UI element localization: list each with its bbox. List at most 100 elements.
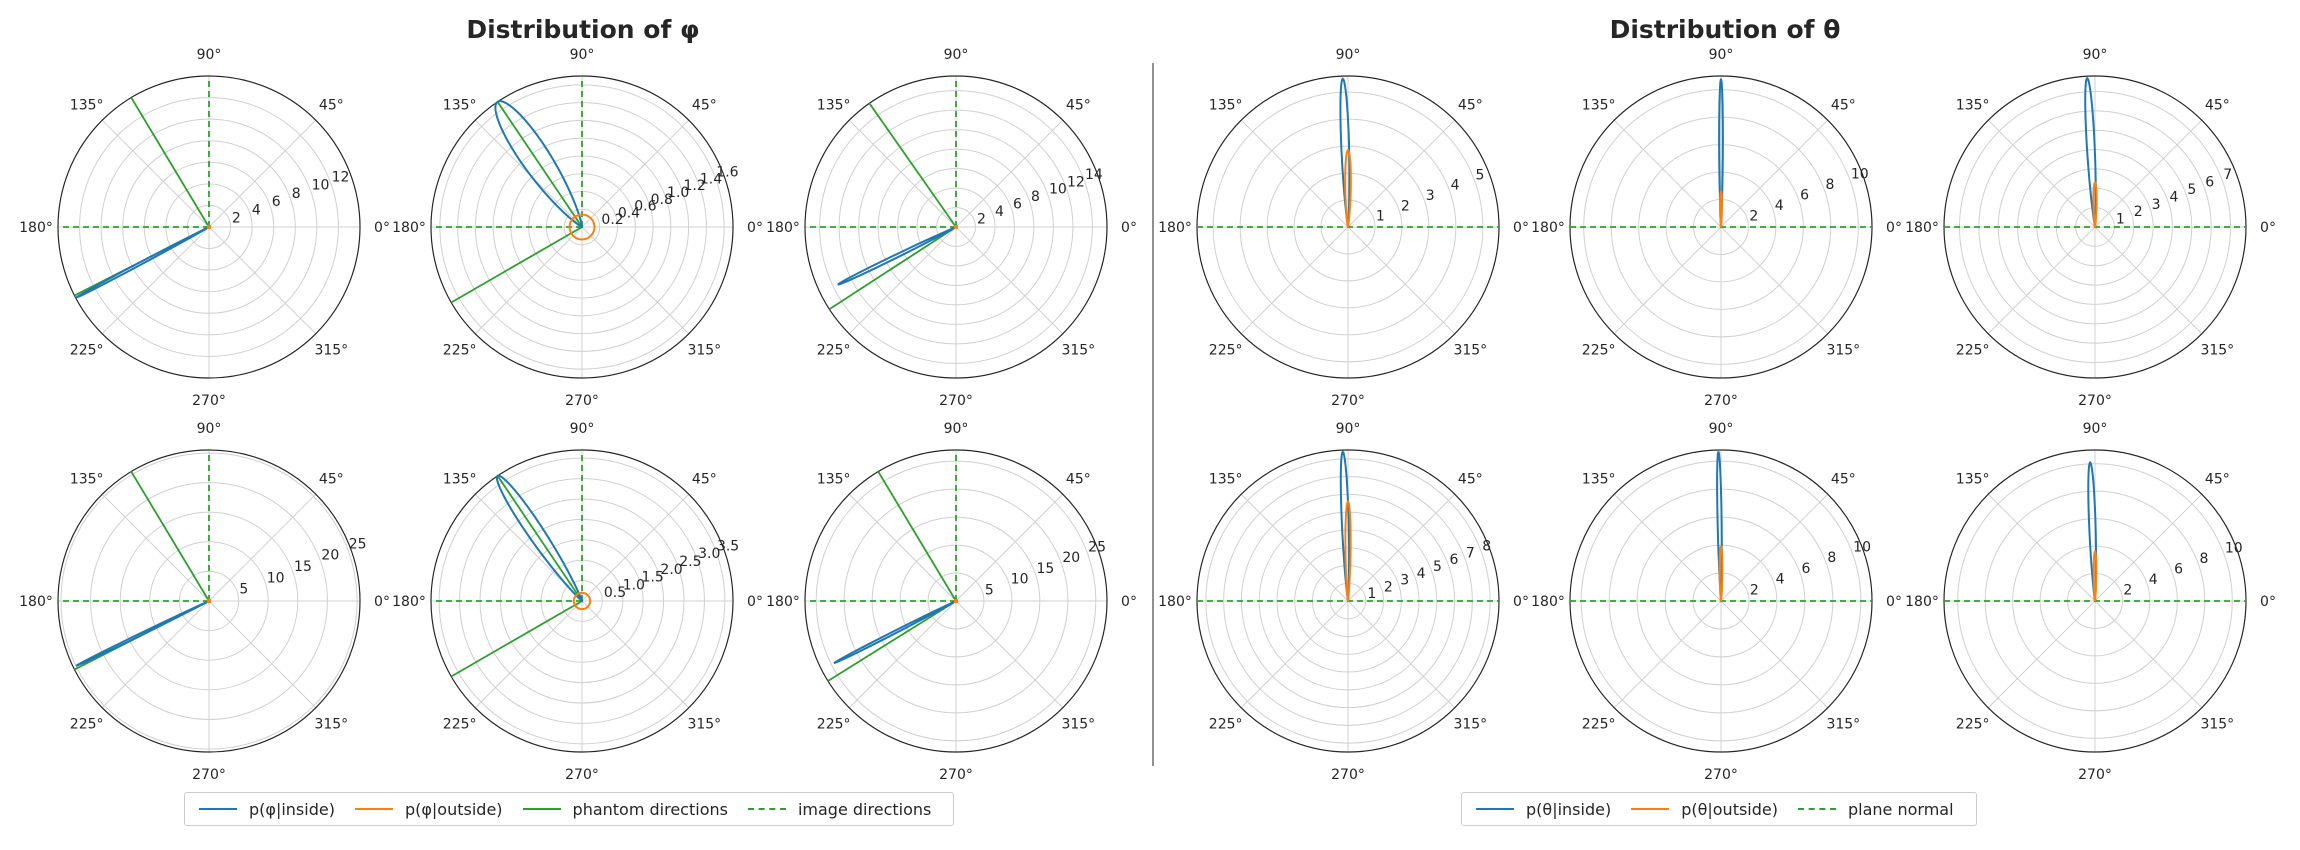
polar-plot-phi-r1c1: 0° 45° 90° 135° 180° 225° 270° 315° 0.51.01.52.0… bbox=[392, 421, 763, 783]
angle-label: 90° bbox=[2083, 421, 2108, 437]
polar-plot-phi-r0c1: 0° 45° 90° 135° 180° 225° 270° 315° 0.20.40.60.8… bbox=[392, 47, 763, 409]
phantom-direction-line bbox=[496, 475, 583, 602]
legend-label: image directions bbox=[797, 799, 932, 819]
legend-item: plane normal bbox=[1798, 800, 1954, 819]
angle-label: 135° bbox=[443, 472, 477, 488]
radial-tick-label: 8 bbox=[1827, 550, 1836, 566]
angle-label: 45° bbox=[1831, 472, 1856, 488]
grid-spoke bbox=[208, 226, 317, 335]
radial-tick-label: 2 bbox=[1384, 579, 1393, 595]
radial-tick-label: 4 bbox=[1417, 566, 1426, 582]
grid-spoke bbox=[848, 493, 957, 602]
grid-spoke bbox=[955, 600, 1064, 709]
angle-label: 90° bbox=[197, 47, 222, 63]
radial-tick-label: 6 bbox=[1800, 187, 1809, 203]
radial-tick-label: 20 bbox=[321, 548, 339, 564]
series-inside-curve bbox=[837, 226, 957, 286]
radial-tick-label: 0.8 bbox=[651, 192, 673, 208]
angle-label: 315° bbox=[687, 716, 721, 732]
angle-label: 0° bbox=[2260, 220, 2276, 236]
angle-label: 180° bbox=[766, 220, 800, 236]
radial-tick-label: 3 bbox=[1426, 188, 1435, 204]
angle-label: 90° bbox=[944, 47, 969, 63]
polar-plot-theta-r0c2: 0° 45° 90° 135° 180° 225° 270° 315° 1 2 3 4 5 6 7 bbox=[1905, 47, 2276, 409]
radial-tick-label: 5 bbox=[1433, 559, 1442, 575]
angle-label: 225° bbox=[443, 716, 477, 732]
legend-label: p(φ|inside) bbox=[249, 799, 335, 819]
legend-theta: p(θ|inside) p(θ|outside) plane normal bbox=[1461, 792, 1977, 826]
angle-label: 315° bbox=[2200, 342, 2234, 358]
grid-spoke bbox=[1613, 226, 1722, 335]
angle-label: 0° bbox=[1513, 220, 1529, 236]
angle-label: 90° bbox=[1709, 421, 1734, 437]
legend-item: p(φ|outside) bbox=[354, 800, 503, 819]
radial-tick-label: 4 bbox=[1776, 572, 1785, 588]
angle-label: 315° bbox=[1453, 716, 1487, 732]
angle-label: 0° bbox=[747, 594, 763, 610]
angle-label: 90° bbox=[197, 421, 222, 437]
radial-tick-label: 6 bbox=[1449, 552, 1458, 568]
radial-tick-label: 10 bbox=[312, 178, 330, 194]
angle-label: 135° bbox=[70, 98, 104, 114]
phantom-direction-line bbox=[877, 471, 957, 602]
series-outside-curve bbox=[568, 213, 596, 241]
angle-label: 225° bbox=[817, 716, 851, 732]
angle-label: 225° bbox=[1582, 716, 1616, 732]
angle-label: 0° bbox=[1513, 594, 1529, 610]
angle-label: 90° bbox=[1336, 421, 1361, 437]
grid-spoke bbox=[1240, 226, 1349, 335]
radial-tick-label: 12 bbox=[1067, 174, 1085, 190]
grid-spoke bbox=[1240, 600, 1349, 709]
radial-tick-label: 3 bbox=[2152, 197, 2161, 213]
radial-tick-label: 1.2 bbox=[683, 178, 705, 194]
phantom-direction-line bbox=[828, 226, 957, 310]
angle-label: 0° bbox=[374, 594, 390, 610]
angle-label: 0° bbox=[747, 220, 763, 236]
angle-label: 270° bbox=[939, 393, 973, 409]
grid-spoke bbox=[1240, 493, 1349, 602]
angle-label: 180° bbox=[1158, 220, 1192, 236]
angle-label: 315° bbox=[2200, 716, 2234, 732]
grid-spoke bbox=[1720, 226, 1829, 335]
grid-spoke bbox=[1613, 600, 1722, 709]
angle-label: 90° bbox=[944, 421, 969, 437]
phantom-direction-line bbox=[496, 101, 583, 228]
angle-label: 135° bbox=[1956, 472, 1990, 488]
radial-tick-label: 25 bbox=[1088, 539, 1106, 555]
series-outside-curve bbox=[206, 598, 212, 604]
series-outside-curve bbox=[1719, 189, 1723, 228]
radial-tick-label: 5 bbox=[2187, 182, 2196, 198]
angle-label: 225° bbox=[1956, 342, 1990, 358]
radial-tick-label: 20 bbox=[1062, 550, 1080, 566]
angle-label: 270° bbox=[192, 393, 226, 409]
polar-plot-theta-r1c1: 0° 45° 90° 135° 180° 225° 270° 315° 2 4 68 10 bbox=[1531, 421, 1902, 783]
angle-label: 315° bbox=[1061, 716, 1095, 732]
angle-label: 315° bbox=[1453, 342, 1487, 358]
angle-label: 315° bbox=[314, 342, 348, 358]
radial-tick-label: 7 bbox=[1466, 545, 1475, 561]
legend-item: p(φ|inside) bbox=[199, 800, 335, 819]
grid-spoke bbox=[1613, 119, 1722, 228]
phantom-direction-line bbox=[130, 471, 210, 602]
radial-tick-label: 7 bbox=[2223, 167, 2232, 183]
grid-spoke bbox=[101, 119, 210, 228]
legend-line-green-dashed-icon bbox=[747, 808, 786, 810]
grid-spoke bbox=[1240, 119, 1349, 228]
angle-label: 45° bbox=[1458, 472, 1483, 488]
radial-tick-label: 3 bbox=[1400, 573, 1409, 589]
legend-item: p(θ|outside) bbox=[1631, 800, 1778, 819]
series-outside-curve bbox=[1718, 544, 1724, 602]
radial-tick-label: 4 bbox=[1775, 198, 1784, 214]
radial-tick-label: 10 bbox=[1853, 539, 1871, 555]
angle-label: 180° bbox=[1158, 594, 1192, 610]
grid-spoke bbox=[1347, 119, 1456, 228]
radial-tick-label: 2 bbox=[2134, 204, 2143, 220]
grid-spoke bbox=[955, 493, 1064, 602]
grid-spoke bbox=[848, 119, 957, 228]
angle-label: 180° bbox=[19, 220, 53, 236]
series-outside-curve bbox=[2092, 181, 2098, 228]
legend-label: phantom directions bbox=[572, 799, 728, 819]
radial-tick-label: 8 bbox=[1482, 539, 1491, 555]
grid-spoke bbox=[101, 600, 210, 709]
